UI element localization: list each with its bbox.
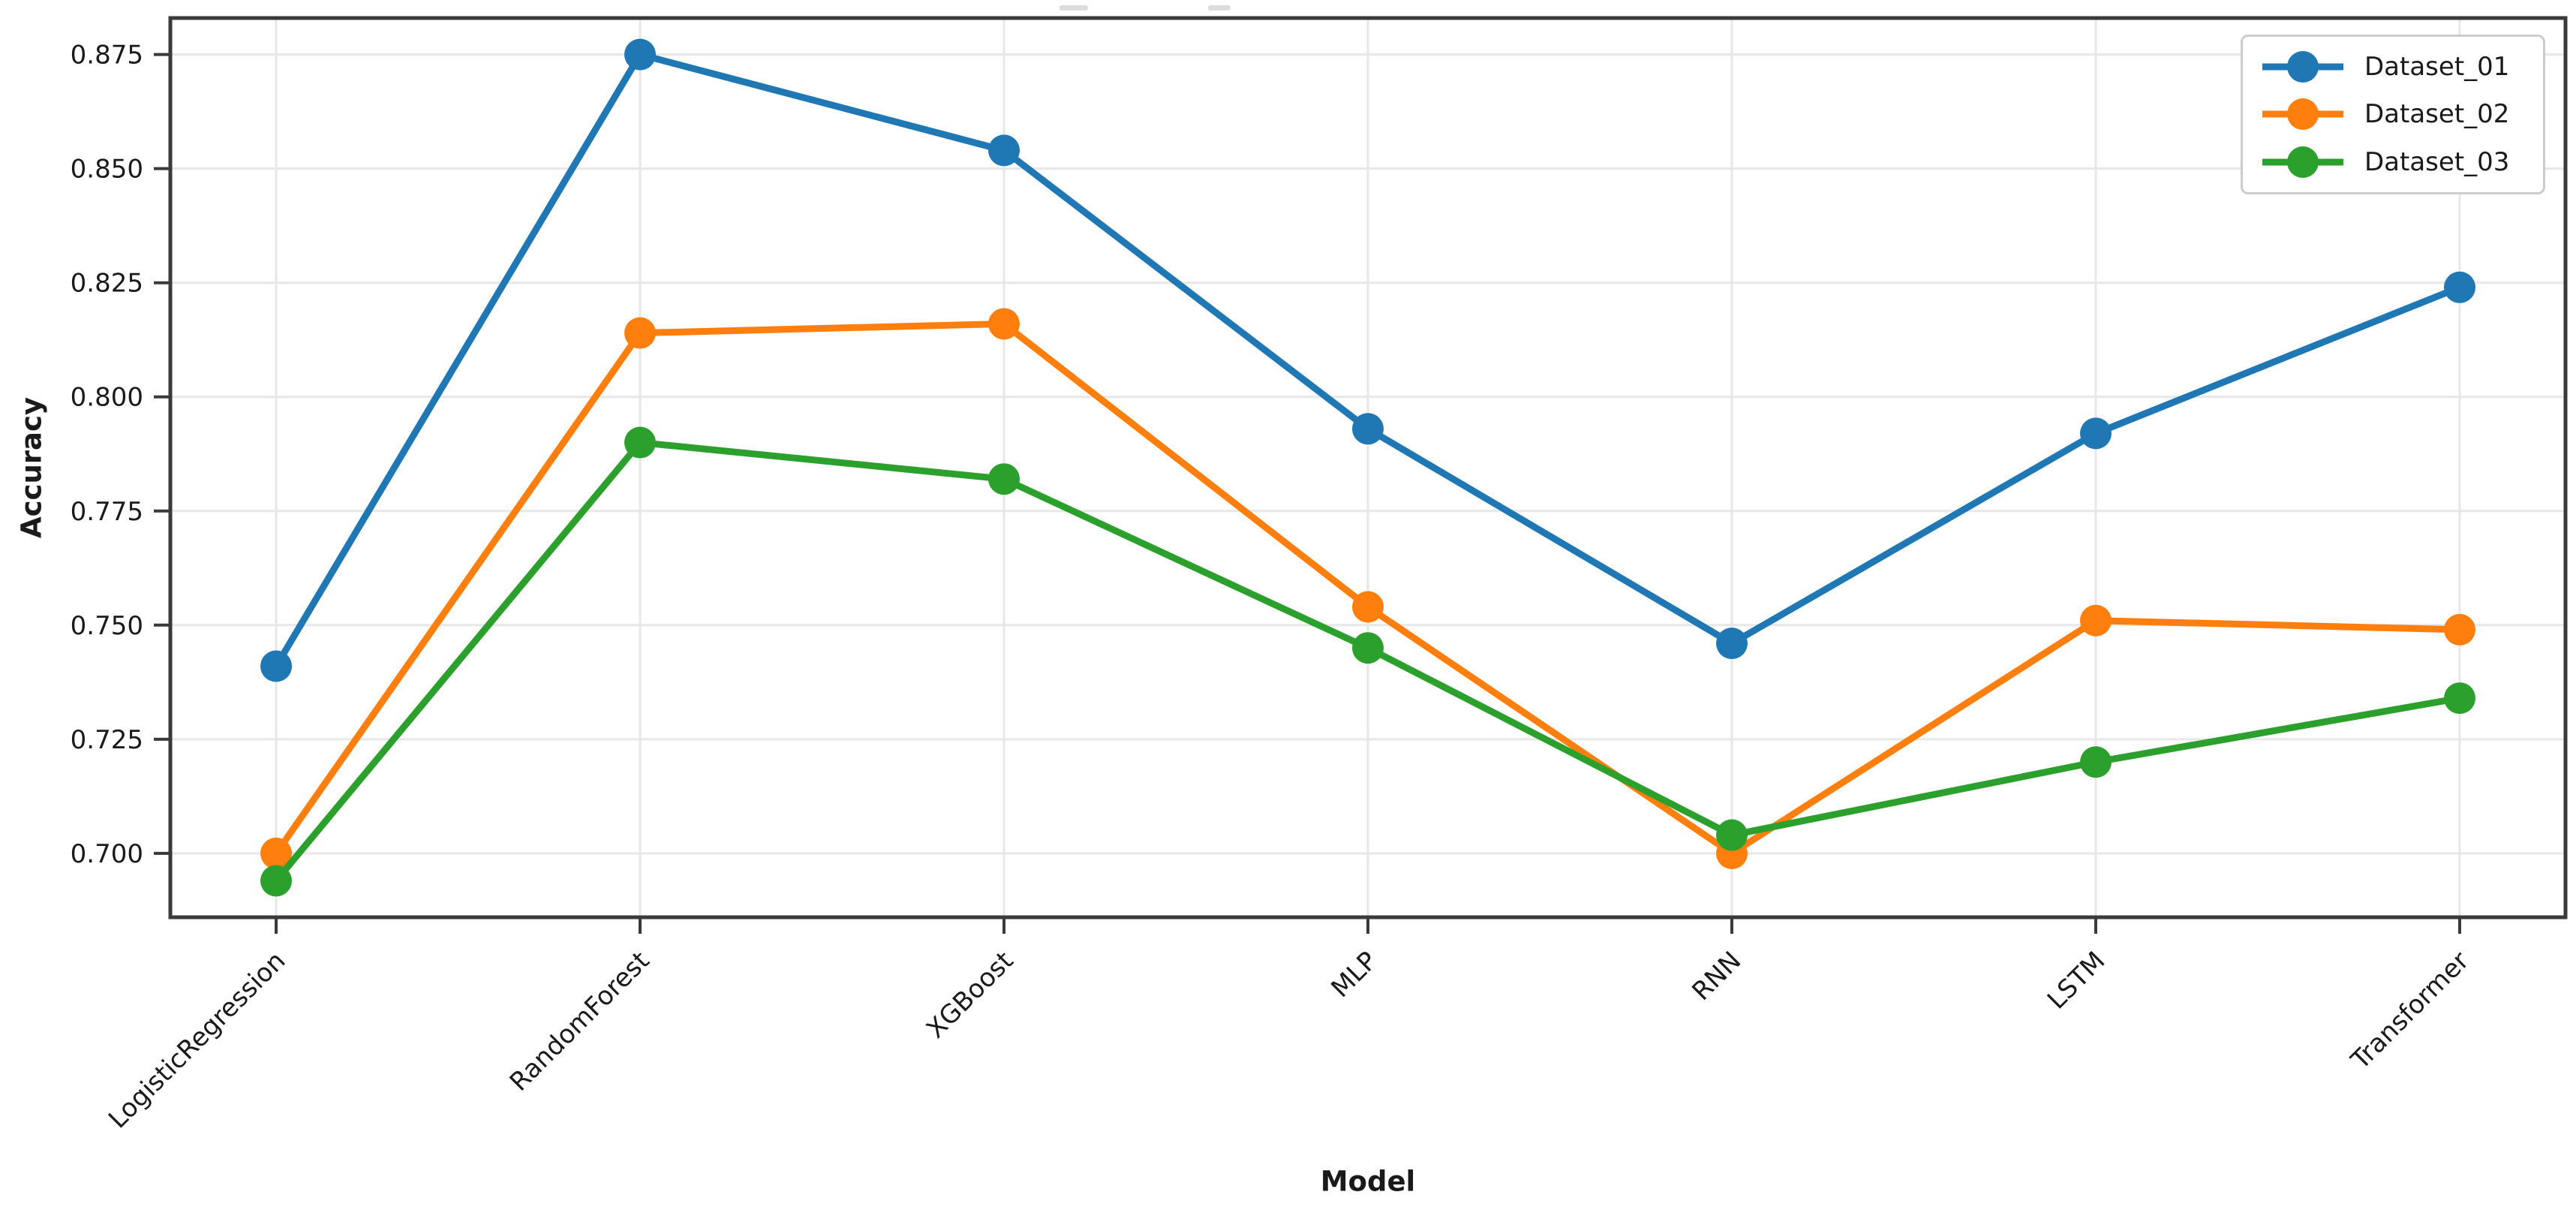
legend-item-dataset-03: Dataset_03	[2258, 144, 2535, 180]
svg-text:0.825: 0.825	[71, 269, 143, 299]
legend-label-dataset-03: Dataset_03	[2364, 147, 2510, 178]
legend-label-dataset-02: Dataset_02	[2364, 99, 2510, 130]
legend-marker-dataset-01	[2262, 50, 2343, 83]
svg-text:RandomForest: RandomForest	[504, 946, 656, 1097]
y-axis-label: Accuracy	[15, 396, 48, 539]
svg-text:0.775: 0.775	[71, 497, 143, 527]
legend-marker-dataset-02	[2262, 98, 2343, 131]
svg-text:Transformer: Transformer	[2345, 946, 2475, 1076]
cropped-title-fragment	[1208, 5, 1231, 11]
legend-marker-dataset-03	[2262, 146, 2343, 179]
legend: Dataset_01 Dataset_02 Dataset_03	[2241, 35, 2545, 194]
svg-text:LSTM: LSTM	[2042, 946, 2111, 1015]
cropped-title-fragment	[1060, 5, 1088, 11]
svg-text:0.850: 0.850	[71, 155, 143, 185]
x-axis-label: Model	[1320, 1165, 1416, 1198]
svg-text:0.800: 0.800	[71, 383, 143, 413]
svg-text:0.700: 0.700	[71, 839, 143, 869]
legend-label-dataset-01: Dataset_01	[2364, 51, 2510, 82]
svg-text:MLP: MLP	[1325, 946, 1383, 1004]
svg-text:0.750: 0.750	[71, 611, 143, 641]
legend-item-dataset-02: Dataset_02	[2258, 96, 2535, 132]
legend-item-dataset-01: Dataset_01	[2258, 49, 2535, 85]
svg-text:LogisticRegression: LogisticRegression	[103, 946, 291, 1134]
svg-text:RNN: RNN	[1686, 946, 1747, 1007]
svg-text:XGBoost: XGBoost	[921, 946, 1019, 1044]
svg-text:0.725: 0.725	[71, 725, 143, 755]
svg-text:0.875: 0.875	[71, 41, 143, 71]
